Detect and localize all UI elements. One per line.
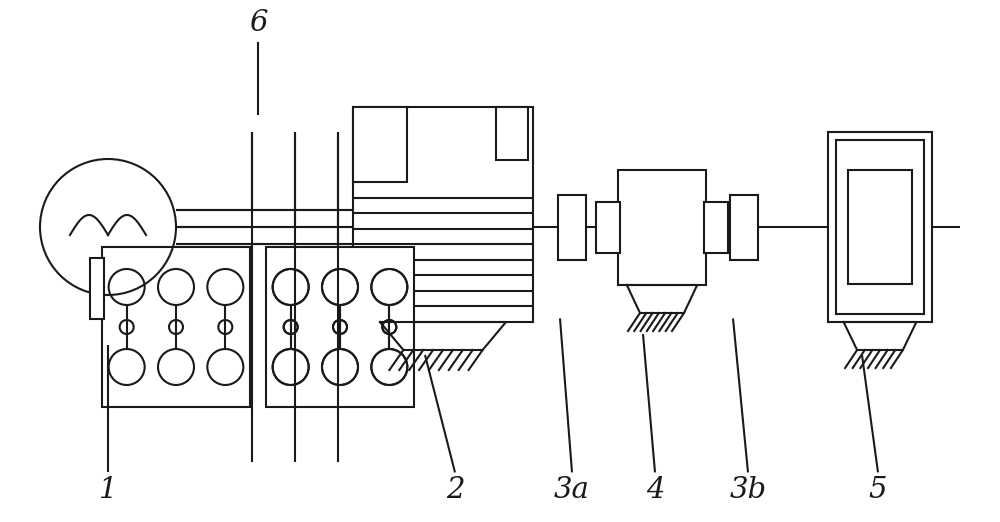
Bar (558, 195, 586, 260)
Bar (353, 107, 533, 322)
Bar (102, 247, 250, 407)
Bar (90, 258, 104, 319)
Bar (496, 107, 528, 160)
Text: 5: 5 (869, 476, 887, 504)
Bar (704, 202, 728, 253)
Bar (828, 132, 932, 322)
Text: 2: 2 (446, 476, 464, 504)
Bar (596, 202, 620, 253)
Text: 1: 1 (99, 476, 117, 504)
Text: 3b: 3b (729, 476, 767, 504)
Bar (836, 140, 924, 314)
Bar (353, 107, 407, 182)
Text: 4: 4 (646, 476, 664, 504)
Bar (618, 170, 706, 285)
Bar (848, 170, 912, 284)
Bar (730, 195, 758, 260)
Text: 6: 6 (249, 9, 267, 38)
Bar (266, 247, 414, 407)
Text: 3a: 3a (554, 476, 590, 504)
